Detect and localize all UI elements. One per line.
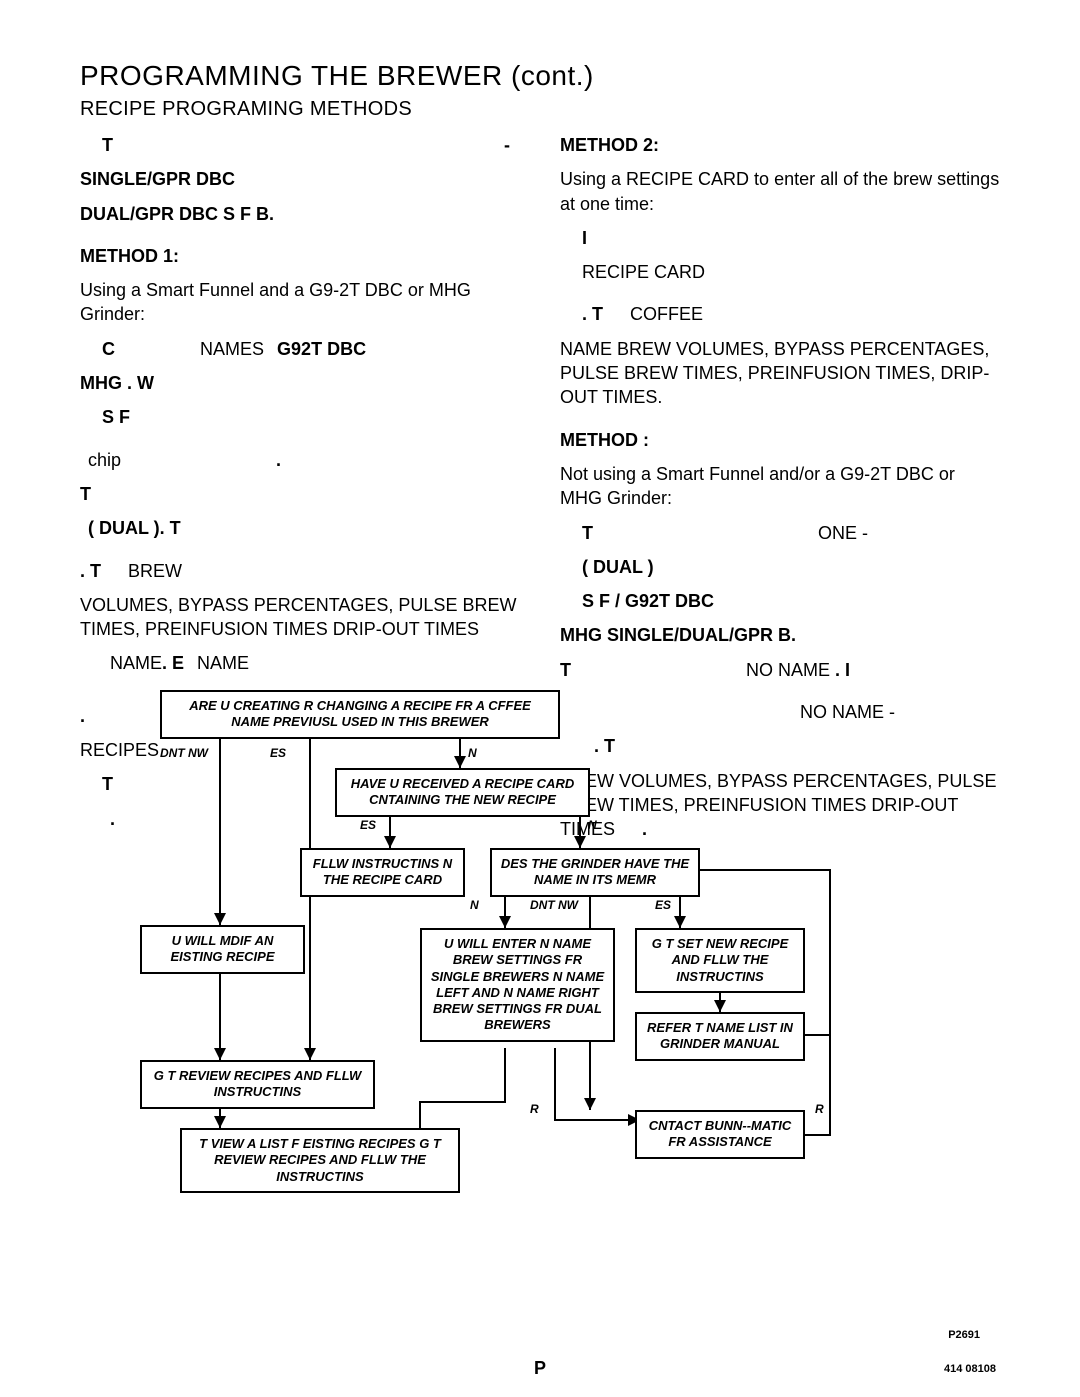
text: DUAL/GPR DBC S F B.	[80, 202, 520, 226]
text: NAME	[110, 653, 162, 673]
text: T	[582, 523, 593, 543]
footer-pcode: P2691	[948, 1329, 980, 1341]
flow-box-instructions: FLLW INSTRUCTINS N THE RECIPE CARD	[300, 848, 465, 897]
text: MHG SINGLE/DUAL/GPR B.	[560, 623, 1000, 647]
text: NAMES	[200, 339, 264, 359]
text: Using a RECIPE CARD to enter all of the …	[560, 167, 1000, 216]
footer-code: 414 08108	[944, 1363, 996, 1375]
flow-box-name-list: REFER T NAME LIST IN GRINDER MANUAL	[635, 1012, 805, 1061]
text: VOLUMES, BYPASS PERCENTAGES, PULSE BREW …	[80, 593, 520, 642]
flow-label: ES	[270, 746, 286, 760]
method3-title: METHOD :	[560, 428, 1000, 452]
text: NO NAME	[746, 660, 835, 680]
text: C	[102, 339, 115, 359]
flow-box-review2: T VIEW A LIST F EISTING RECIPES G T REVI…	[180, 1128, 460, 1193]
method1-title: METHOD 1:	[80, 244, 520, 268]
text: -	[504, 133, 510, 157]
text: ( DUAL )	[582, 555, 1000, 579]
flow-label: N	[588, 818, 597, 832]
text: chip	[88, 450, 121, 470]
flow-box-question3: DES THE GRINDER HAVE THE NAME IN ITS MEM…	[490, 848, 700, 897]
text: NAME	[197, 653, 249, 673]
page-subtitle: RECIPE PROGRAMING METHODS	[80, 98, 1000, 121]
flow-label: ES	[655, 898, 671, 912]
text: S F / G92T DBC	[582, 589, 1000, 613]
text: . T	[582, 304, 603, 324]
flow-box-contact: CNTACT BUNN--MATIC FR ASSISTANCE	[635, 1110, 805, 1159]
page-title: PROGRAMMING THE BREWER (cont.)	[80, 60, 1000, 92]
text: T	[80, 482, 520, 506]
flow-label: DNT NW	[530, 898, 578, 912]
text: BREW	[128, 561, 182, 581]
text: T	[102, 135, 113, 155]
flow-box-new-recipe: G T SET NEW RECIPE AND FLLW THE INSTRUCT…	[635, 928, 805, 993]
text: ( DUAL ). T	[88, 516, 520, 540]
text: . T	[80, 561, 101, 581]
flow-box-modify: U WILL MDIF AN EISTING RECIPE	[140, 925, 305, 974]
flow-label: R	[815, 1102, 824, 1116]
text: RECIPE CARD	[582, 260, 1000, 284]
text: .	[276, 450, 281, 470]
text: MHG . W	[80, 371, 520, 395]
text: S F	[102, 405, 520, 429]
flow-label: R	[530, 1102, 539, 1116]
text: T	[560, 660, 571, 680]
flow-box-question2: HAVE U RECEIVED A RECIPE CARD CNTAINING …	[335, 768, 590, 817]
text: SINGLE/GPR DBC	[80, 167, 520, 191]
flow-label: DNT NW	[160, 746, 210, 760]
text: . I	[835, 660, 850, 680]
text: G92T DBC	[277, 339, 366, 359]
flow-box-question1: ARE U CREATING R CHANGING A RECIPE FR A …	[160, 690, 560, 739]
flow-label: N	[468, 746, 477, 760]
text: COFFEE	[630, 304, 703, 324]
text: Not using a Smart Funnel and/or a G9-2T …	[560, 462, 1000, 511]
text: ONE -	[818, 523, 868, 543]
flowchart: ARE U CREATING R CHANGING A RECIPE FR A …	[160, 690, 940, 1210]
flow-box-review1: G T REVIEW RECIPES AND FLLW INSTRUCTINS	[140, 1060, 375, 1109]
text: I	[582, 226, 1000, 250]
footer-page: P	[534, 1358, 546, 1379]
flow-label: N	[470, 898, 479, 912]
text: . E	[162, 653, 184, 673]
flow-box-enter-settings: U WILL ENTER N NAME BREW SETTINGS FR SIN…	[420, 928, 615, 1042]
text: Using a Smart Funnel and a G9-2T DBC or …	[80, 278, 520, 327]
text: NAME BREW VOLUMES, BYPASS PERCENTAGES, P…	[560, 337, 1000, 410]
method2-title: METHOD 2:	[560, 133, 1000, 157]
flow-label: ES	[360, 818, 376, 832]
